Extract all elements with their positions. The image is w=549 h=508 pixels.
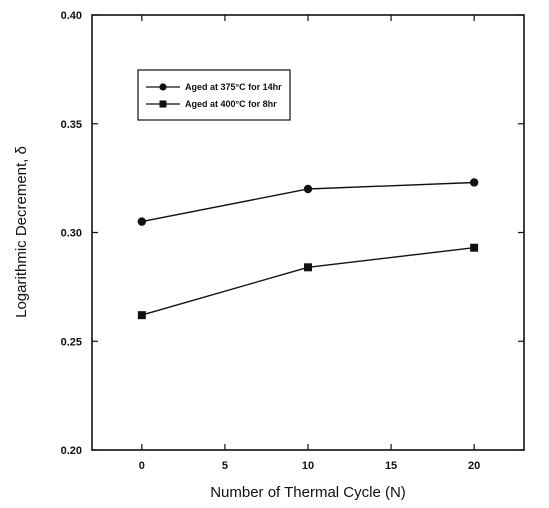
y-tick-label: 0.35 [61,119,82,131]
legend-label-1: Aged at 400°C for 8hr [185,99,277,109]
y-tick-label: 0.40 [61,10,82,22]
data-point [304,263,312,272]
axis-ticks: 0 5 10 15 20 0.20 0.25 0.30 0.35 0.40 [61,10,524,472]
data-point [137,311,146,320]
series-line [141,247,475,316]
data-point [137,217,147,226]
x-tick-label: 5 [222,460,228,472]
legend-frame [137,69,291,121]
legend-circle-marker-icon [159,83,167,91]
x-axis-title: Number of Thermal Cycle (N) [210,484,406,501]
y-axis-title: Logarithmic Decrement, δ [13,146,30,318]
data-point [469,178,479,187]
y-tick-label: 0.20 [61,445,82,457]
y-tick-label: 0.30 [61,228,82,240]
legend: Aged at 375°C for 14hr Aged at 400°C for… [137,69,291,121]
data-point [470,243,479,252]
series-layer [137,178,479,320]
y-tick-label: 0.25 [61,336,82,348]
legend-item-1: Aged at 400°C for 8hr [146,99,277,109]
x-tick-label: 15 [385,460,397,472]
legend-item-0: Aged at 375°C for 14hr [146,82,282,92]
data-point [303,184,313,194]
series-1 [137,243,479,320]
legend-label-0: Aged at 375°C for 14hr [185,82,282,92]
legend-square-marker-icon [159,100,167,108]
x-tick-label: 0 [139,460,145,472]
x-tick-label: 10 [302,460,314,472]
series-0 [137,178,479,226]
x-tick-label: 20 [468,460,480,472]
